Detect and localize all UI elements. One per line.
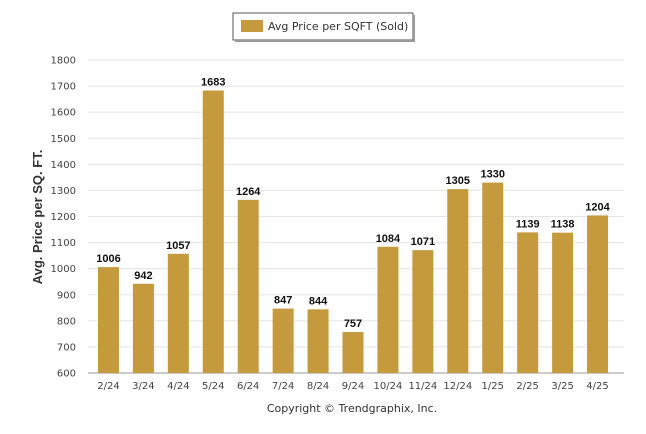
bar: [377, 246, 399, 373]
x-tick-label: 1/25: [481, 381, 503, 392]
bar: [447, 189, 469, 373]
data-label: 1084: [376, 233, 401, 245]
x-tick-label: 8/24: [307, 381, 329, 392]
bar: [307, 309, 329, 373]
bar: [342, 332, 364, 373]
data-label: 1683: [201, 77, 225, 89]
bar: [237, 199, 259, 373]
data-label: 757: [344, 318, 362, 330]
bar: [412, 250, 434, 373]
bar: [587, 215, 609, 373]
data-label: 1204: [585, 201, 610, 213]
y-tick-label: 700: [57, 342, 76, 353]
y-tick-label: 1800: [51, 56, 76, 67]
copyright-text: Copyright © Trendgraphix, Inc.: [267, 402, 437, 415]
legend-shadow-bottom: [235, 40, 415, 42]
data-label: 1138: [551, 219, 575, 231]
legend-label: Avg Price per SQFT (Sold): [268, 20, 408, 33]
y-tick-label: 1400: [51, 160, 76, 171]
x-tick-label: 12/24: [443, 381, 472, 392]
y-tick-label: 900: [57, 290, 76, 301]
data-label: 1305: [446, 175, 470, 187]
x-tick-label: 3/24: [132, 381, 154, 392]
data-label: 847: [274, 295, 292, 307]
y-tick-label: 1000: [51, 264, 76, 275]
x-tick-labels: 2/24 3/24 4/24 5/24 6/24 7/24 8/24 9/24 10/24 11/…: [97, 381, 609, 392]
legend-swatch: [241, 20, 263, 32]
x-tick-label: 4/24: [167, 381, 189, 392]
bar: [97, 267, 119, 373]
y-tick-label: 1500: [51, 134, 76, 145]
x-tick-label: 10/24: [374, 381, 403, 392]
y-tick-label: 1100: [51, 238, 76, 249]
y-tick-label: 1600: [51, 108, 76, 119]
bar: [272, 308, 294, 373]
y-tick-label: 1700: [51, 82, 76, 93]
data-label: 942: [134, 270, 152, 282]
bar: [482, 182, 504, 373]
y-axis-label: Avg. Price per SQ. FT.: [30, 150, 45, 285]
bar: [132, 283, 154, 373]
bar: [517, 232, 539, 373]
x-tick-label: 2/25: [516, 381, 538, 392]
x-tick-label: 4/25: [586, 381, 608, 392]
y-tick-label: 800: [57, 316, 76, 327]
x-tick-label: 11/24: [408, 381, 437, 392]
legend: Avg Price per SQFT (Sold): [232, 12, 415, 42]
x-tick-label: 2/24: [97, 381, 119, 392]
y-tick-labels: 600 700 800 900 1000 1100 1200 1300 1400 1500 1600…: [51, 56, 76, 380]
x-tick-label: 9/24: [342, 381, 364, 392]
x-tick-label: 6/24: [237, 381, 259, 392]
bar: [552, 232, 574, 373]
data-label: 1264: [236, 186, 261, 198]
y-tick-label: 600: [57, 369, 76, 380]
x-tick-label: 3/25: [551, 381, 573, 392]
bars: [97, 90, 609, 373]
x-tick-label: 5/24: [202, 381, 224, 392]
legend-shadow: [413, 15, 415, 42]
x-tick-label: 7/24: [272, 381, 294, 392]
y-tick-label: 1200: [51, 212, 76, 223]
y-tick-label: 1300: [51, 186, 76, 197]
data-label: 1139: [516, 218, 540, 230]
data-labels: 1006 942 1057 1683 1264 847 844 757 1084 1071 1305…: [96, 77, 610, 331]
data-label: 844: [309, 295, 328, 307]
bar: [202, 90, 224, 373]
data-label: 1006: [96, 253, 120, 265]
data-label: 1330: [480, 169, 504, 181]
data-label: 1057: [166, 240, 190, 252]
bar: [167, 253, 189, 373]
data-label: 1071: [411, 236, 435, 248]
